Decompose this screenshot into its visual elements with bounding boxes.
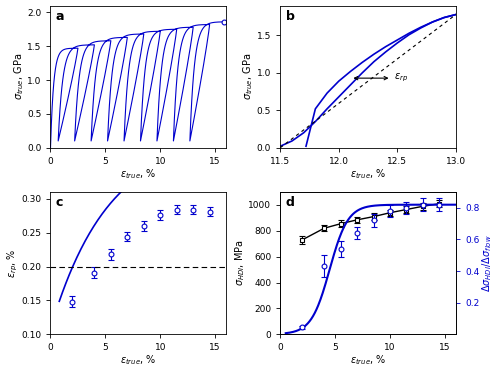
Y-axis label: $\sigma_{true}$, GPa: $\sigma_{true}$, GPa (12, 53, 26, 100)
Y-axis label: $\sigma_{HDI}$, MPa: $\sigma_{HDI}$, MPa (233, 240, 247, 286)
Y-axis label: $\Delta\sigma_{HDI}/\Delta\sigma_{flow}$: $\Delta\sigma_{HDI}/\Delta\sigma_{flow}$ (480, 234, 494, 292)
Text: a: a (56, 10, 64, 23)
Text: $\varepsilon_{rp}$: $\varepsilon_{rp}$ (394, 72, 408, 84)
X-axis label: $\varepsilon_{true}$, %: $\varepsilon_{true}$, % (350, 354, 387, 367)
Text: b: b (286, 10, 294, 23)
Text: d: d (286, 196, 294, 209)
Text: c: c (56, 196, 63, 209)
Y-axis label: $\sigma_{true}$, GPa: $\sigma_{true}$, GPa (242, 53, 256, 100)
X-axis label: $\varepsilon_{true}$, %: $\varepsilon_{true}$, % (350, 167, 387, 181)
X-axis label: $\varepsilon_{true}$, %: $\varepsilon_{true}$, % (120, 167, 156, 181)
X-axis label: $\varepsilon_{true}$, %: $\varepsilon_{true}$, % (120, 354, 156, 367)
Y-axis label: $\varepsilon_{rp}$, %: $\varepsilon_{rp}$, % (6, 248, 20, 278)
